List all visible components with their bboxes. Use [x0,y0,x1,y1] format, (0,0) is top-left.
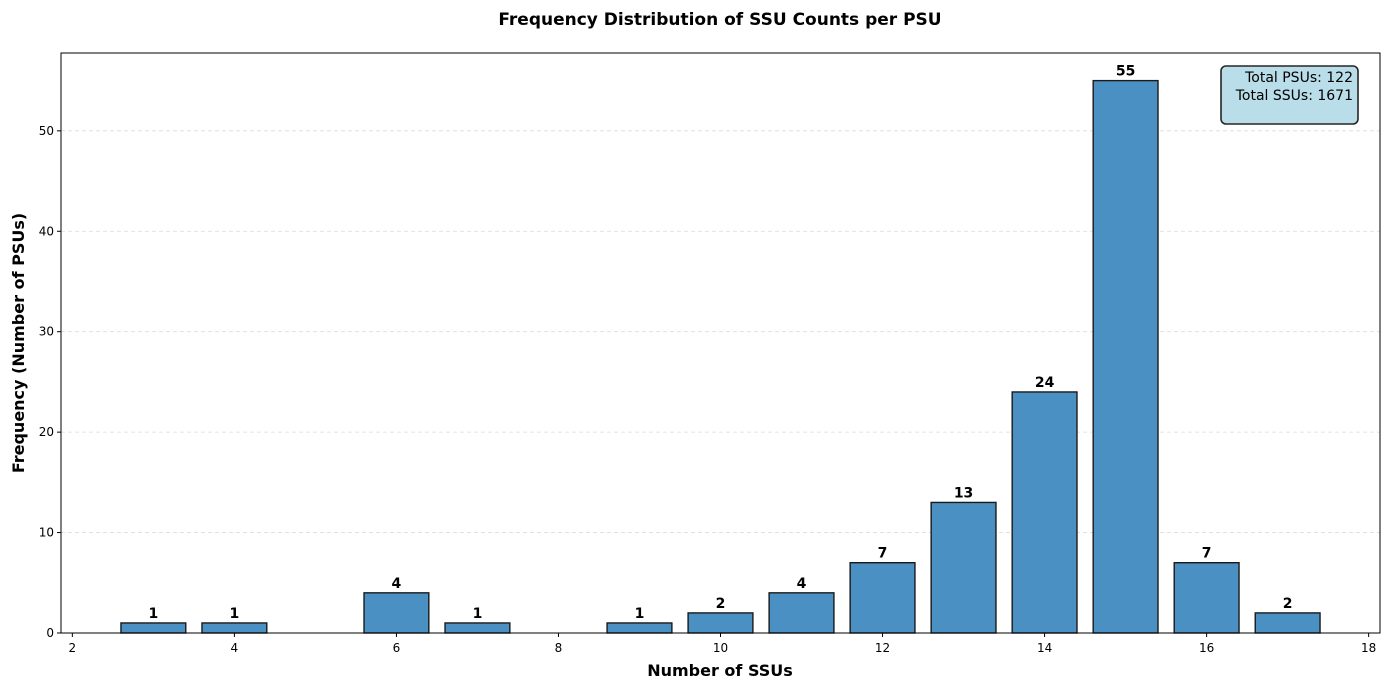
summary-line-psus: Total PSUs: 122 [1244,70,1353,86]
bar-value-label: 1 [473,606,483,622]
bar-value-label: 4 [797,576,807,592]
bar-value-label: 4 [392,576,402,592]
bar-value-label: 1 [148,606,158,622]
y-tick-label: 10 [39,526,54,540]
x-tick-label: 8 [555,641,563,655]
x-tick-label: 18 [1361,641,1376,655]
x-axis-label: Number of SSUs [647,661,793,680]
bar-value-label: 24 [1035,375,1055,391]
bar [768,592,835,634]
y-axis-label: Frequency (Number of PSUs) [9,213,28,473]
bar [930,501,997,634]
x-tick-label: 16 [1199,641,1214,655]
bar [687,612,754,634]
bar-value-label: 1 [230,606,240,622]
bar [1011,391,1078,634]
bar [363,592,430,634]
bar [1092,79,1159,634]
y-tick-label: 0 [46,626,54,640]
bar [849,561,916,634]
bar-value-label: 7 [878,546,888,562]
plot-frame [60,52,1381,634]
y-tick-label: 20 [39,425,54,439]
y-tick-label: 50 [39,124,54,138]
bar-value-label: 55 [1116,64,1135,80]
bar [120,622,187,634]
y-tick-label: 40 [39,224,54,238]
bar [606,622,673,634]
chart-title: Frequency Distribution of SSU Counts per… [498,10,941,30]
x-tick-label: 12 [875,641,890,655]
summary-line-ssus: Total SSUs: 1671 [1235,88,1353,104]
bar-value-label: 13 [954,485,973,501]
y-tick-label: 30 [39,325,54,339]
bar-value-label: 2 [1283,596,1293,612]
bar [444,622,511,634]
bar-value-label: 2 [716,596,726,612]
x-tick-label: 2 [69,641,77,655]
bar [1254,612,1321,634]
x-tick-label: 10 [713,641,728,655]
bar [201,622,268,634]
bar-value-label: 7 [1202,546,1212,562]
bar-value-label: 1 [635,606,645,622]
summary-box: Total PSUs: 122 Total SSUs: 1671 [1220,65,1359,125]
x-tick-label: 14 [1037,641,1052,655]
x-tick-label: 4 [231,641,239,655]
x-tick-label: 6 [393,641,401,655]
bar [1173,561,1240,634]
